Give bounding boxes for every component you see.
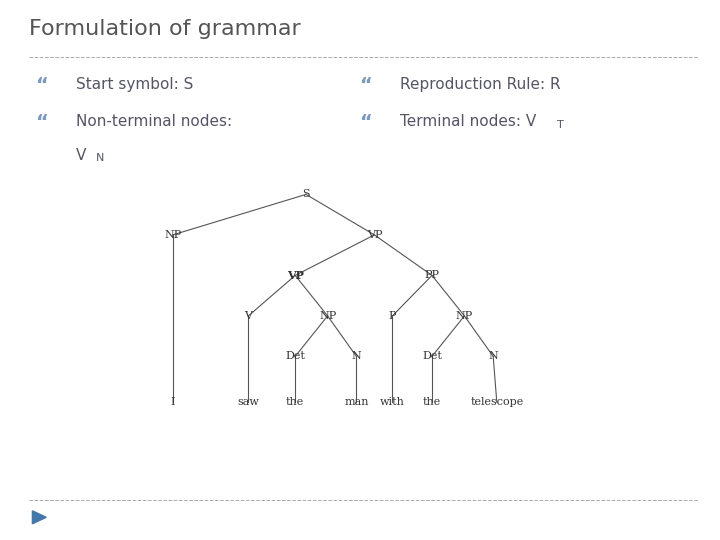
Text: NP: NP xyxy=(319,311,336,321)
Text: PP: PP xyxy=(425,271,439,280)
Text: man: man xyxy=(344,397,369,407)
Text: Det: Det xyxy=(285,352,305,361)
Text: “: “ xyxy=(36,76,49,94)
Text: I: I xyxy=(171,397,175,407)
Text: “: “ xyxy=(36,113,49,132)
Text: Det: Det xyxy=(422,352,442,361)
Text: N: N xyxy=(488,352,498,361)
Text: NP: NP xyxy=(164,230,181,240)
Text: with: with xyxy=(380,397,405,407)
Polygon shape xyxy=(32,511,46,524)
Text: VP: VP xyxy=(366,230,382,240)
Text: VP: VP xyxy=(287,270,304,281)
Text: “: “ xyxy=(360,113,373,132)
Text: “: “ xyxy=(360,76,373,94)
Text: Non-terminal nodes:: Non-terminal nodes: xyxy=(76,114,232,130)
Text: V: V xyxy=(76,148,86,164)
Text: telescope: telescope xyxy=(470,397,523,407)
Text: NP: NP xyxy=(456,311,473,321)
Text: Reproduction Rule: R: Reproduction Rule: R xyxy=(400,77,560,92)
Text: S: S xyxy=(302,190,310,199)
Text: N: N xyxy=(96,153,104,164)
Text: saw: saw xyxy=(238,397,259,407)
Text: N: N xyxy=(351,352,361,361)
Text: T: T xyxy=(557,120,563,130)
Text: P: P xyxy=(389,311,396,321)
Text: the: the xyxy=(423,397,441,407)
Text: V: V xyxy=(244,311,253,321)
Text: the: the xyxy=(286,397,305,407)
Text: Terminal nodes: V: Terminal nodes: V xyxy=(400,114,536,130)
Text: Start symbol: S: Start symbol: S xyxy=(76,77,193,92)
Text: Formulation of grammar: Formulation of grammar xyxy=(29,19,300,39)
